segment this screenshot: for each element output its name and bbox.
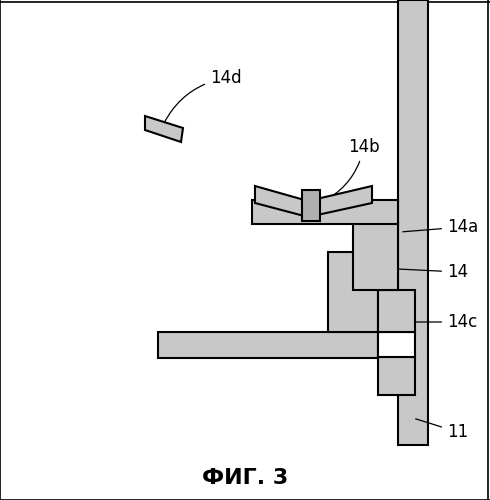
Text: 14a: 14a [403,218,478,236]
Polygon shape [378,290,415,332]
Text: 14: 14 [381,263,468,281]
Text: 14d: 14d [164,69,242,122]
Polygon shape [255,186,308,217]
Polygon shape [252,200,398,224]
Polygon shape [308,186,372,217]
Polygon shape [145,116,183,142]
Text: ФИГ. 3: ФИГ. 3 [202,468,288,488]
Polygon shape [328,252,378,332]
Polygon shape [353,222,398,290]
Polygon shape [378,357,415,395]
Text: 11: 11 [416,419,468,441]
Polygon shape [302,190,320,221]
Polygon shape [158,332,378,358]
Text: 14b: 14b [322,138,380,202]
Polygon shape [378,332,415,357]
Polygon shape [398,0,428,445]
Text: 14c: 14c [390,313,477,331]
